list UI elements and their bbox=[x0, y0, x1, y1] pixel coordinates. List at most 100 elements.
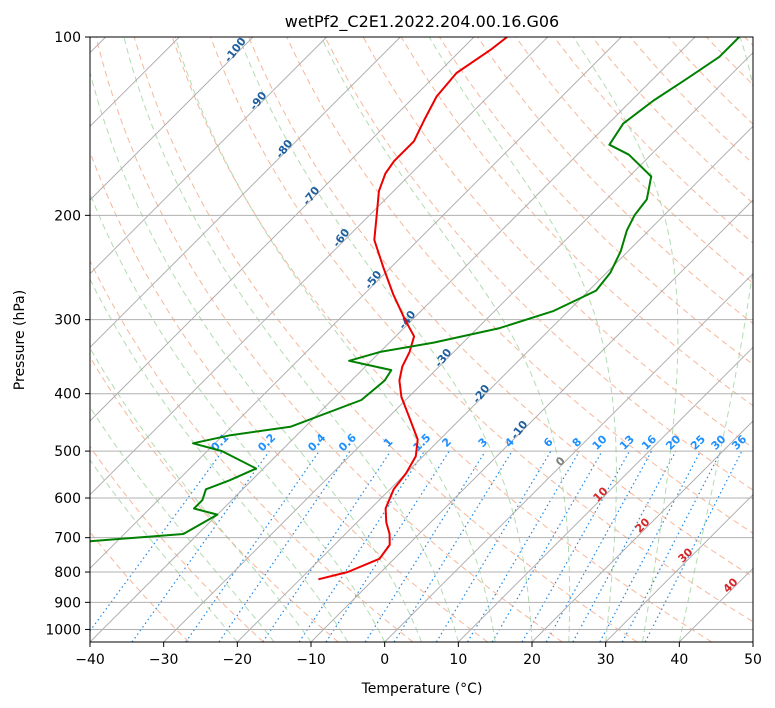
dry-adiabat-line bbox=[90, 150, 488, 642]
isotherm-line bbox=[310, 199, 753, 642]
mixing-ratio-line bbox=[435, 450, 552, 642]
mixing-ratio-line bbox=[393, 450, 513, 642]
isotherm-line bbox=[90, 37, 328, 275]
dry-adiabat-label: -100 bbox=[222, 35, 249, 65]
mixing-ratio-line bbox=[644, 450, 743, 642]
dry-adiabat-label: -80 bbox=[273, 137, 296, 161]
isotherm-line bbox=[384, 272, 753, 642]
moist-adiabat-line bbox=[320, 37, 571, 642]
x-tick-label: −30 bbox=[149, 652, 179, 668]
mixing-ratio-line bbox=[298, 450, 425, 642]
dry-adiabat-line bbox=[744, 37, 753, 47]
y-tick-label: 500 bbox=[54, 444, 81, 460]
moist-adiabat-label: 40 bbox=[721, 575, 741, 595]
dry-adiabat-line bbox=[95, 37, 563, 642]
moist-adiabat-line bbox=[90, 70, 422, 642]
mixing-ratio-line bbox=[364, 450, 486, 642]
dry-adiabat-label: -60 bbox=[330, 226, 353, 250]
mixing-ratio-label: 10 bbox=[590, 432, 610, 452]
dry-adiabat-label: -30 bbox=[432, 346, 455, 370]
dry-adiabat-line bbox=[438, 37, 753, 366]
y-tick-label: 800 bbox=[54, 565, 81, 581]
mixing-ratio-label: 16 bbox=[639, 432, 659, 452]
dry-adiabat-line bbox=[210, 37, 753, 623]
isotherm-line bbox=[90, 37, 696, 642]
x-tick-label: 30 bbox=[597, 652, 615, 668]
moist-adiabat-line bbox=[90, 459, 238, 642]
dry-adiabat-label: -90 bbox=[247, 89, 270, 113]
dry-adiabat-label: -50 bbox=[362, 268, 385, 292]
moist-adiabat-line bbox=[90, 347, 312, 642]
mixing-ratio-label: 8 bbox=[570, 435, 585, 450]
y-tick-label: 400 bbox=[54, 387, 81, 403]
adiabat-labels: 0.1 0.2 0.4 0.6 1 1.5 2 3 4 6 8 10 13 16 20 25 30 36-100-… bbox=[208, 35, 749, 596]
x-tick-label: −20 bbox=[223, 652, 253, 668]
dry-adiabats bbox=[90, 37, 753, 642]
dry-adiabat-line bbox=[90, 445, 264, 642]
isotherm-line bbox=[163, 51, 753, 642]
mixing-ratio-label: 20 bbox=[663, 432, 683, 452]
x-tick-label: 40 bbox=[670, 652, 688, 668]
chart-title: wetPf2_C2E1.2022.204.00.16.G06 bbox=[285, 12, 559, 32]
y-tick-label: 300 bbox=[54, 313, 81, 329]
mixing-ratio-label: 3 bbox=[476, 435, 491, 450]
y-tick-label: 900 bbox=[54, 595, 81, 611]
x-tick-label: 10 bbox=[449, 652, 467, 668]
moist-adiabat-label: 30 bbox=[676, 545, 696, 565]
x-tick-label: 20 bbox=[523, 652, 541, 668]
mixing-ratio-label: 13 bbox=[617, 433, 637, 453]
temperature-profile-line bbox=[318, 37, 508, 581]
isotherm-line bbox=[678, 567, 753, 642]
dry-adiabat-line bbox=[324, 37, 753, 491]
mixing-ratio-line bbox=[131, 450, 270, 642]
mixing-ratio-line bbox=[572, 450, 677, 642]
isotherm-lines bbox=[90, 37, 753, 642]
moist-adiabat-line bbox=[90, 278, 349, 642]
mixing-ratio-line bbox=[466, 450, 580, 642]
dry-adiabat-line bbox=[90, 531, 190, 642]
x-tick-label: 0 bbox=[380, 652, 389, 668]
y-axis-label: Pressure (hPa) bbox=[12, 290, 28, 390]
mixing-ratio-label: 30 bbox=[709, 432, 729, 452]
mixing-ratio-label: 36 bbox=[729, 432, 749, 452]
moist-adiabat-line bbox=[123, 37, 459, 642]
moist-adiabat-line bbox=[90, 192, 386, 642]
dry-adiabat-label: -20 bbox=[470, 382, 493, 406]
mixing-ratio-line bbox=[491, 450, 603, 642]
moist-adiabat-line bbox=[238, 37, 533, 642]
y-tick-label: 100 bbox=[54, 30, 81, 46]
moist-adiabat-line bbox=[174, 37, 496, 642]
moist-adiabats bbox=[90, 37, 753, 642]
moist-adiabat-line bbox=[90, 406, 275, 642]
isotherm-line bbox=[457, 346, 753, 642]
dry-adiabat-line bbox=[515, 37, 753, 284]
isotherm-line bbox=[605, 493, 753, 642]
isotherm-line bbox=[236, 125, 753, 642]
moist-adiabat-line bbox=[572, 37, 679, 642]
isotherm-line bbox=[752, 641, 753, 642]
dry-adiabat-line bbox=[90, 356, 339, 642]
x-tick-label: −40 bbox=[75, 652, 105, 668]
x-axis-label: Temperature (°C) bbox=[361, 681, 483, 697]
y-tick-label: 200 bbox=[54, 208, 81, 224]
mixing-ratio-line bbox=[521, 450, 631, 642]
dry-adiabat-line bbox=[171, 37, 712, 642]
dewpoint-profile-line bbox=[90, 37, 740, 543]
mixing-ratio-line bbox=[218, 450, 351, 642]
dry-adiabat-line bbox=[133, 37, 638, 642]
isotherm-line bbox=[90, 37, 549, 496]
moist-adiabat-label: 10 bbox=[591, 484, 611, 504]
moist-adiabat-label: 20 bbox=[633, 515, 653, 535]
mixing-ratio-label: 25 bbox=[688, 433, 708, 453]
mixing-ratio-label: 1 bbox=[381, 435, 396, 450]
y-axis: 100 200 300 400 500 600 700 800 900 1000 bbox=[45, 30, 90, 638]
mixing-ratio-line bbox=[185, 450, 320, 642]
mixing-ratio-line bbox=[262, 450, 392, 642]
dry-adiabat-line bbox=[706, 37, 753, 86]
isotherm-line bbox=[90, 37, 622, 570]
dry-adiabat-line bbox=[90, 259, 414, 642]
plot-frame bbox=[89, 36, 754, 643]
dry-adiabat-line bbox=[553, 37, 753, 244]
isotherm-line bbox=[531, 420, 753, 642]
